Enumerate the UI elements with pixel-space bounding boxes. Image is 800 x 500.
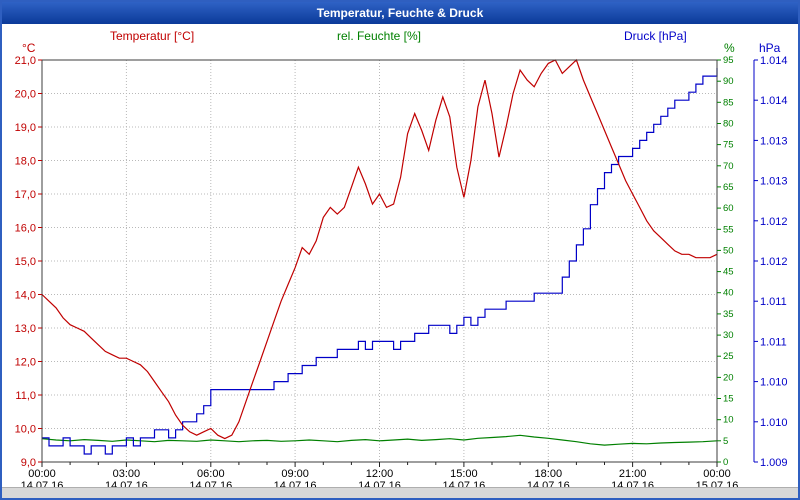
temp-tick-label: 9,0	[21, 457, 36, 469]
series-line-temperature	[41, 58, 718, 440]
temp-tick-label: 15,0	[15, 256, 36, 268]
pressure-tick-label: 1.014	[760, 95, 788, 107]
pressure-tick-label: 1.010	[760, 377, 788, 389]
humidity-tick-label: 50	[723, 245, 734, 256]
x-time-label: 15:00	[450, 468, 478, 480]
humidity-tick-label: 60	[723, 203, 734, 214]
x-time-label: 06:00	[197, 468, 225, 480]
temp-tick-label: 14,0	[15, 290, 36, 302]
window-title-bar: Temperatur, Feuchte & Druck	[2, 2, 798, 24]
pressure-tick-label: 1.010	[760, 417, 788, 429]
temp-tick-label: 20,0	[15, 89, 36, 101]
pressure-tick-label: 1.013	[760, 135, 788, 147]
series-line-humidity	[41, 434, 718, 446]
humidity-tick-label: 20	[723, 372, 734, 383]
humidity-tick-label: 90	[723, 76, 734, 87]
legend-humidity: rel. Feuchte [%]	[336, 29, 422, 43]
temperature-axis-unit: °C	[22, 41, 36, 55]
pressure-tick-label: 1.009	[760, 457, 788, 469]
humidity-tick-label: 10	[723, 415, 734, 426]
pressure-axis-unit: hPa	[759, 41, 781, 55]
series-line-pressure	[42, 68, 718, 455]
humidity-tick-label: 35	[723, 309, 734, 320]
humidity-tick-label: 30	[723, 330, 734, 341]
pressure-tick-label: 1.012	[760, 256, 788, 268]
humidity-tick-label: 65	[723, 182, 734, 193]
humidity-tick-label: 15	[723, 394, 734, 405]
x-time-label: 18:00	[535, 468, 563, 480]
humidity-tick-label: 45	[723, 267, 734, 278]
pressure-tick-label: 1.011	[760, 296, 787, 308]
humidity-tick-label: 70	[723, 161, 734, 172]
humidity-tick-label: 25	[723, 351, 734, 362]
humidity-tick-label: 95	[723, 55, 734, 66]
temp-tick-label: 21,0	[15, 55, 36, 67]
x-time-label: 12:00	[366, 468, 394, 480]
temp-tick-label: 10,0	[15, 424, 36, 436]
pressure-tick-label: 1.011	[760, 336, 787, 348]
temp-tick-label: 11,0	[15, 390, 36, 402]
x-time-label: 09:00	[281, 468, 309, 480]
humidity-tick-label: 5	[723, 436, 728, 447]
temp-tick-label: 13,0	[15, 323, 36, 335]
humidity-tick-label: 0	[723, 457, 728, 468]
data-series	[41, 58, 718, 455]
humidity-tick-label: 40	[723, 288, 734, 299]
x-time-label: 21:00	[619, 468, 647, 480]
pressure-tick-label: 1.012	[760, 216, 788, 228]
humidity-tick-label: 55	[723, 224, 734, 235]
humidity-tick-label: 75	[723, 140, 734, 151]
pressure-tick-label: 1.013	[760, 176, 788, 188]
temp-tick-label: 17,0	[15, 189, 36, 201]
pressure-tick-label: 1.014	[760, 55, 788, 67]
temp-tick-label: 19,0	[15, 122, 36, 134]
temp-tick-label: 12,0	[15, 357, 36, 369]
x-time-label: 00:00	[28, 468, 56, 480]
legend-pressure: Druck [hPa]	[624, 29, 687, 43]
window-title: Temperatur, Feuchte & Druck	[316, 6, 484, 20]
x-time-label: 00:00	[703, 468, 731, 480]
gridlines	[42, 60, 717, 462]
humidity-axis-unit: %	[724, 41, 735, 55]
humidity-tick-label: 80	[723, 119, 734, 130]
temp-tick-label: 18,0	[15, 156, 36, 168]
x-time-label: 03:00	[113, 468, 141, 480]
axes: 21,0 20,0 19,0 18,0 17,0 16,0 15,0 14,0 13,0 12,0…	[15, 55, 788, 492]
legend-temperature: Temperatur [°C]	[110, 29, 195, 43]
humidity-tick-label: 85	[723, 97, 734, 108]
horizontal-scrollbar-track[interactable]	[2, 487, 798, 498]
temp-tick-label: 16,0	[15, 223, 36, 235]
chart-plot-area: 21,0 20,0 19,0 18,0 17,0 16,0 15,0 14,0 13,0 12,0…	[15, 55, 788, 492]
